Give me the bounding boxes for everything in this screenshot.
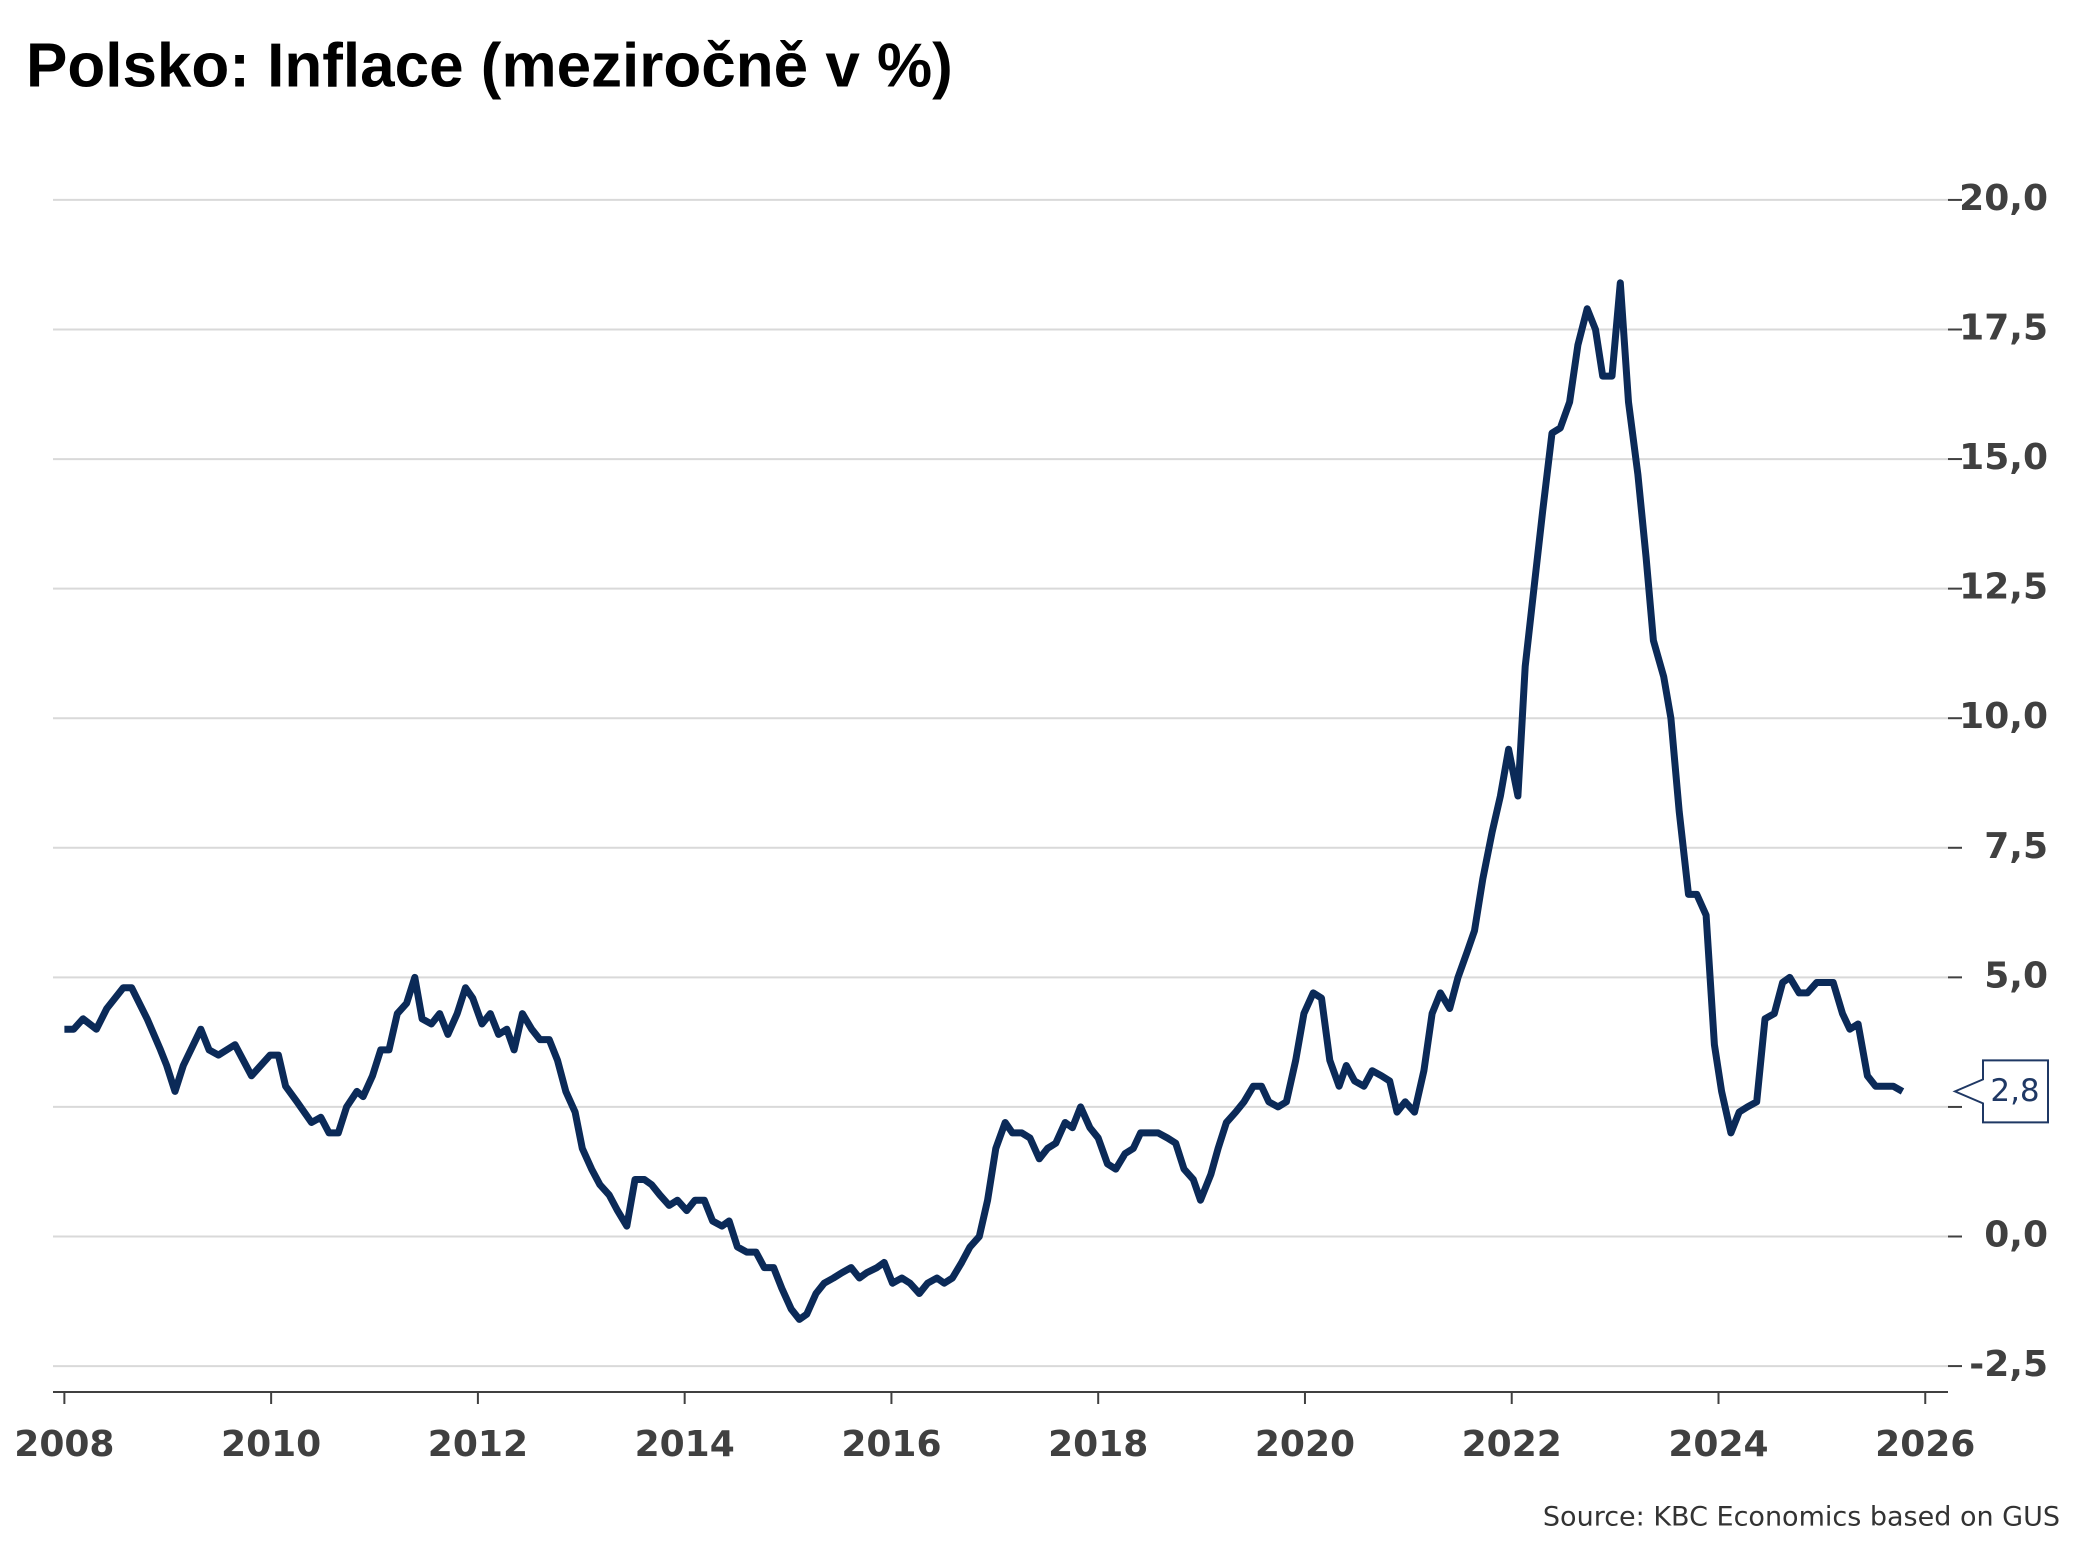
y-tick-label: 7,5 [1984, 826, 2048, 867]
y-tick-label: 10,0 [1959, 696, 2048, 737]
y-tick-label: -2,5 [1969, 1344, 2048, 1385]
chart-title: Polsko: Inflace (meziročně v %) [26, 31, 953, 100]
y-tick-label: 17,5 [1959, 307, 2048, 348]
y-tick-label: 20,0 [1959, 178, 2048, 219]
y-tick-label: 0,0 [1984, 1215, 2048, 1256]
end-label-box [1952, 1059, 2049, 1124]
y-tick-label: 12,5 [1959, 567, 2048, 608]
x-tick-label: 2014 [635, 1424, 735, 1465]
x-tick-label: 2018 [1048, 1424, 1148, 1465]
x-tick-label: 2010 [221, 1424, 321, 1465]
y-tick-label: 15,0 [1959, 437, 2048, 478]
end-label: 2,8 [1990, 1073, 2039, 1109]
x-tick-label: 2008 [14, 1424, 114, 1465]
x-tick-label: 2016 [841, 1424, 941, 1465]
y-tick-label: 5,0 [1984, 955, 2048, 996]
x-tick-label: 2012 [428, 1424, 528, 1465]
x-tick-label: 2026 [1875, 1424, 1975, 1465]
data-line [64, 279, 1905, 1323]
source-note: Source: KBC Economics based on GUS [1543, 1502, 2060, 1533]
x-tick-label: 2020 [1255, 1424, 1355, 1465]
x-tick-label: 2024 [1668, 1424, 1768, 1465]
x-tick-label: 2022 [1462, 1424, 1562, 1465]
